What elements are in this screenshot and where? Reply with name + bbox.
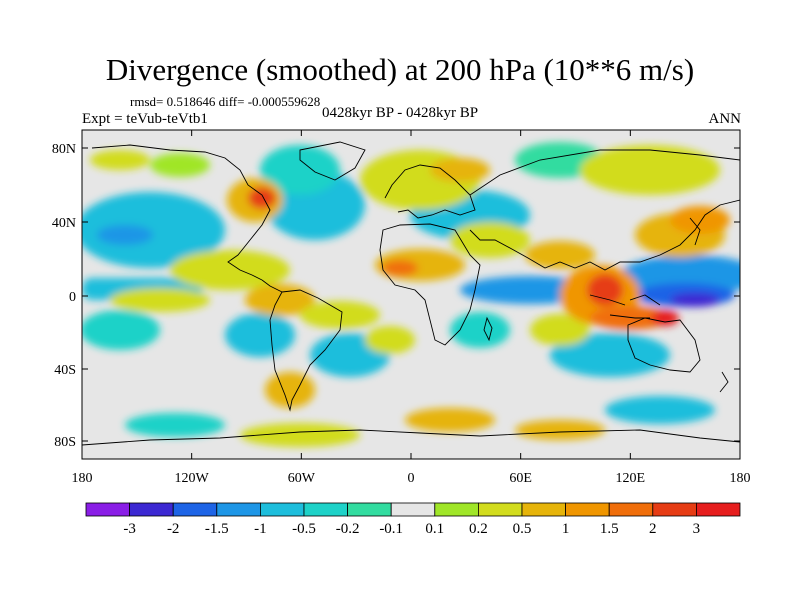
field-blob xyxy=(265,372,315,408)
field-blob xyxy=(225,313,295,357)
colorbar-swatch xyxy=(347,502,392,517)
colorbar-swatch xyxy=(172,502,218,517)
coast-new-zealand xyxy=(719,371,729,393)
lon-tick-label: 60W xyxy=(288,471,316,486)
coast-japan xyxy=(689,217,701,246)
colorbar-swatch xyxy=(303,502,348,517)
experiment-label: Expt = teVub-teVtb1 xyxy=(82,111,208,127)
colorbar-swatch xyxy=(259,502,305,517)
field-blob xyxy=(260,145,340,195)
field-blob xyxy=(170,250,290,290)
field-blob xyxy=(365,326,415,354)
field-blob xyxy=(248,187,276,209)
rmsd-diff-stats: rmsd= 0.518646 diff= -0.000559628 xyxy=(130,94,321,109)
axis-ticks: 80N 40N 0 40S 80S 180 120W 60W 0 60E 120E 180 xyxy=(52,130,751,486)
lon-tick-label: 180 xyxy=(72,471,93,486)
colorbar-swatch xyxy=(216,502,261,517)
field-blobs xyxy=(82,142,740,447)
colorbar-swatch xyxy=(477,502,523,517)
lat-tick-label: 80S xyxy=(54,435,76,450)
colorbar-swatch xyxy=(652,502,697,517)
lon-tick-label: 180 xyxy=(730,471,751,486)
colorbar-label: 1 xyxy=(562,521,570,537)
field-blob xyxy=(605,396,715,424)
field-blob xyxy=(90,150,150,170)
season-label: ANN xyxy=(708,111,742,127)
field-blob xyxy=(405,408,495,432)
lat-tick-label: 80N xyxy=(52,142,76,157)
figure-title: Divergence (smoothed) at 200 hPa (10**6 … xyxy=(105,52,695,87)
field-blob xyxy=(382,260,418,276)
field-blob xyxy=(651,310,679,326)
colorbar-swatch xyxy=(608,502,654,517)
field-blob xyxy=(82,310,160,350)
field-blob xyxy=(125,413,225,437)
lon-tick-label: 0 xyxy=(408,471,415,486)
colorbar-label: 0.1 xyxy=(425,521,444,537)
field-blob xyxy=(97,225,153,245)
colorbar-label: -1 xyxy=(254,521,267,537)
field-blob xyxy=(525,241,595,269)
colorbar-swatch xyxy=(390,502,436,517)
coast-south-america xyxy=(269,289,343,412)
colorbar-swatch xyxy=(521,502,566,517)
field-blob xyxy=(587,274,623,306)
field-blob xyxy=(550,333,670,377)
lon-tick-label: 120W xyxy=(175,471,210,486)
coast-africa xyxy=(379,223,481,346)
field-blob xyxy=(300,301,380,329)
field-blob xyxy=(82,192,225,268)
field-blob xyxy=(515,420,605,440)
lon-tick-label: 120E xyxy=(616,471,646,486)
field-blob xyxy=(110,288,210,312)
coast-australia xyxy=(627,317,701,373)
colorbar-label: 0.5 xyxy=(513,521,532,537)
colorbar-label: -0.2 xyxy=(336,521,360,537)
field-blob xyxy=(240,423,360,447)
colorbar-swatch xyxy=(129,502,174,517)
lat-tick-label: 0 xyxy=(69,290,76,305)
field-blob xyxy=(150,153,210,177)
coast-madagascar xyxy=(483,316,493,342)
field-blob xyxy=(580,145,720,195)
colorbar: -3 -2 -1.5 -1 -0.5 -0.2 -0.1 0.1 0.2 0.5 1 1.5 2 3 xyxy=(85,502,741,537)
field-blob xyxy=(430,158,490,182)
colorbar-label: -3 xyxy=(123,521,136,537)
colorbar-swatch xyxy=(565,502,610,517)
lon-tick-label: 60E xyxy=(509,471,532,486)
field-blob xyxy=(245,284,315,316)
field-blob xyxy=(530,314,590,346)
colorbar-swatch xyxy=(85,502,130,517)
colorbar-label: 0.2 xyxy=(469,521,488,537)
colorbar-label: -0.1 xyxy=(379,521,403,537)
period-label: 0428kyr BP - 0428kyr BP xyxy=(322,105,479,121)
colorbar-label: 1.5 xyxy=(600,521,619,537)
field-blob xyxy=(670,293,720,307)
coast-north-america xyxy=(91,144,271,281)
field-blob xyxy=(590,306,670,330)
coast-antarctica xyxy=(82,429,740,446)
divergence-field xyxy=(82,142,740,447)
colorbar-swatch xyxy=(696,502,741,517)
colorbar-label: 2 xyxy=(649,521,657,537)
field-blob xyxy=(670,206,730,234)
field-blob xyxy=(450,312,510,348)
colorbar-label: -1.5 xyxy=(205,521,229,537)
colorbar-swatch xyxy=(434,502,479,517)
colorbar-label: -2 xyxy=(167,521,180,537)
coast-central-america xyxy=(261,279,283,293)
colorbar-label: 3 xyxy=(693,521,701,537)
lat-tick-label: 40N xyxy=(52,216,76,231)
coast-europe xyxy=(384,164,476,219)
coast-greenland xyxy=(299,141,366,181)
coast-asia xyxy=(469,149,740,271)
coastlines xyxy=(82,141,740,446)
lat-tick-label: 40S xyxy=(54,363,76,378)
colorbar-label: -0.5 xyxy=(292,521,316,537)
